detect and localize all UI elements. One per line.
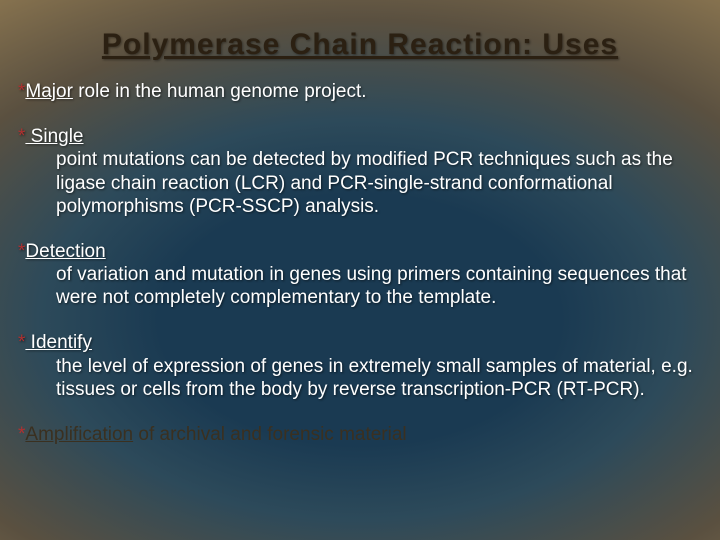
slide: Polymerase Chain Reaction: Uses *Major r… xyxy=(0,0,720,540)
bullet-text: the level of expression of genes in extr… xyxy=(18,355,702,401)
bullet-lead: Single xyxy=(25,126,83,147)
slide-body: *Major role in the human genome project.… xyxy=(0,80,720,446)
bullet-item: * Single point mutations can be detected… xyxy=(18,125,702,218)
bullet-lead: Detection xyxy=(25,241,105,262)
slide-title: Polymerase Chain Reaction: Uses xyxy=(0,0,720,80)
bullet-text: of archival and forensic material xyxy=(133,424,407,445)
bullet-item: *Major role in the human genome project. xyxy=(18,80,702,103)
bullet-text: of variation and mutation in genes using… xyxy=(18,263,702,309)
bullet-text: point mutations can be detected by modif… xyxy=(18,148,702,218)
bullet-item: *Amplification of archival and forensic … xyxy=(18,423,702,446)
bullet-lead: Amplification xyxy=(25,424,133,445)
bullet-text: role in the human genome project. xyxy=(73,81,367,102)
bullet-lead: Major xyxy=(25,81,73,102)
bullet-item: * Identify the level of expression of ge… xyxy=(18,331,702,401)
bullet-item: *Detection of variation and mutation in … xyxy=(18,240,702,310)
bullet-lead: Identify xyxy=(25,332,92,353)
